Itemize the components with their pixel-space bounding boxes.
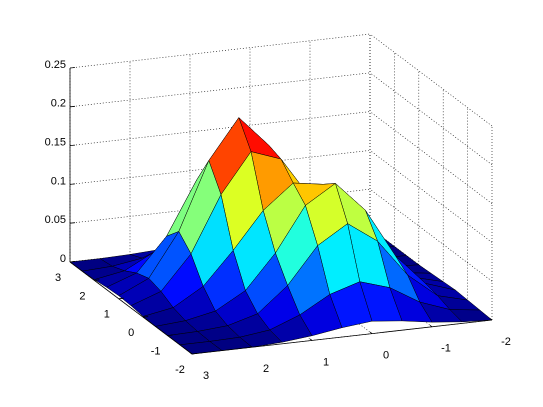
z-tick-label: 0.2 — [51, 98, 66, 110]
y-tick-label: -1 — [151, 346, 161, 358]
grid-line — [69, 33, 371, 69]
y-tick-label: 1 — [104, 309, 110, 321]
y-tick-label: 2 — [79, 290, 85, 302]
x-tick-label: -1 — [441, 343, 451, 355]
y-tick-label: -2 — [175, 364, 185, 376]
y-axis — [69, 261, 193, 355]
y-tick — [167, 334, 173, 336]
x-tick — [249, 345, 253, 348]
x-tick — [489, 318, 493, 321]
x-axis — [191, 319, 493, 355]
z-tick-label: 0 — [60, 253, 66, 265]
z-tick — [69, 144, 76, 146]
y-tick — [94, 279, 100, 281]
x-tick-label: -2 — [501, 336, 511, 348]
x-tick — [189, 352, 193, 355]
z-tick — [69, 105, 76, 108]
z-tick — [69, 67, 76, 69]
y-tick — [118, 297, 124, 300]
x-tick — [429, 324, 433, 328]
y-tick-label: 0 — [128, 327, 134, 339]
z-tick-label: 0.05 — [45, 214, 66, 226]
z-tick — [69, 222, 76, 224]
grid-line — [69, 111, 371, 146]
z-tick — [69, 183, 76, 185]
y-tick — [69, 261, 76, 263]
x-tick — [369, 331, 373, 334]
x-tick-label: 1 — [323, 356, 329, 368]
y-tick — [191, 353, 198, 355]
y-tick-label: 3 — [55, 272, 61, 284]
grid-line — [69, 72, 371, 108]
x-tick-label: 2 — [263, 363, 269, 375]
x-tick-label: 0 — [383, 350, 389, 362]
x-tick-label: 3 — [203, 370, 209, 382]
y-tick — [143, 316, 149, 318]
z-tick-label: 0.25 — [45, 59, 66, 71]
z-tick-label: 0.1 — [51, 175, 66, 187]
z-tick-label: 0.15 — [45, 137, 66, 149]
x-tick — [309, 338, 313, 341]
